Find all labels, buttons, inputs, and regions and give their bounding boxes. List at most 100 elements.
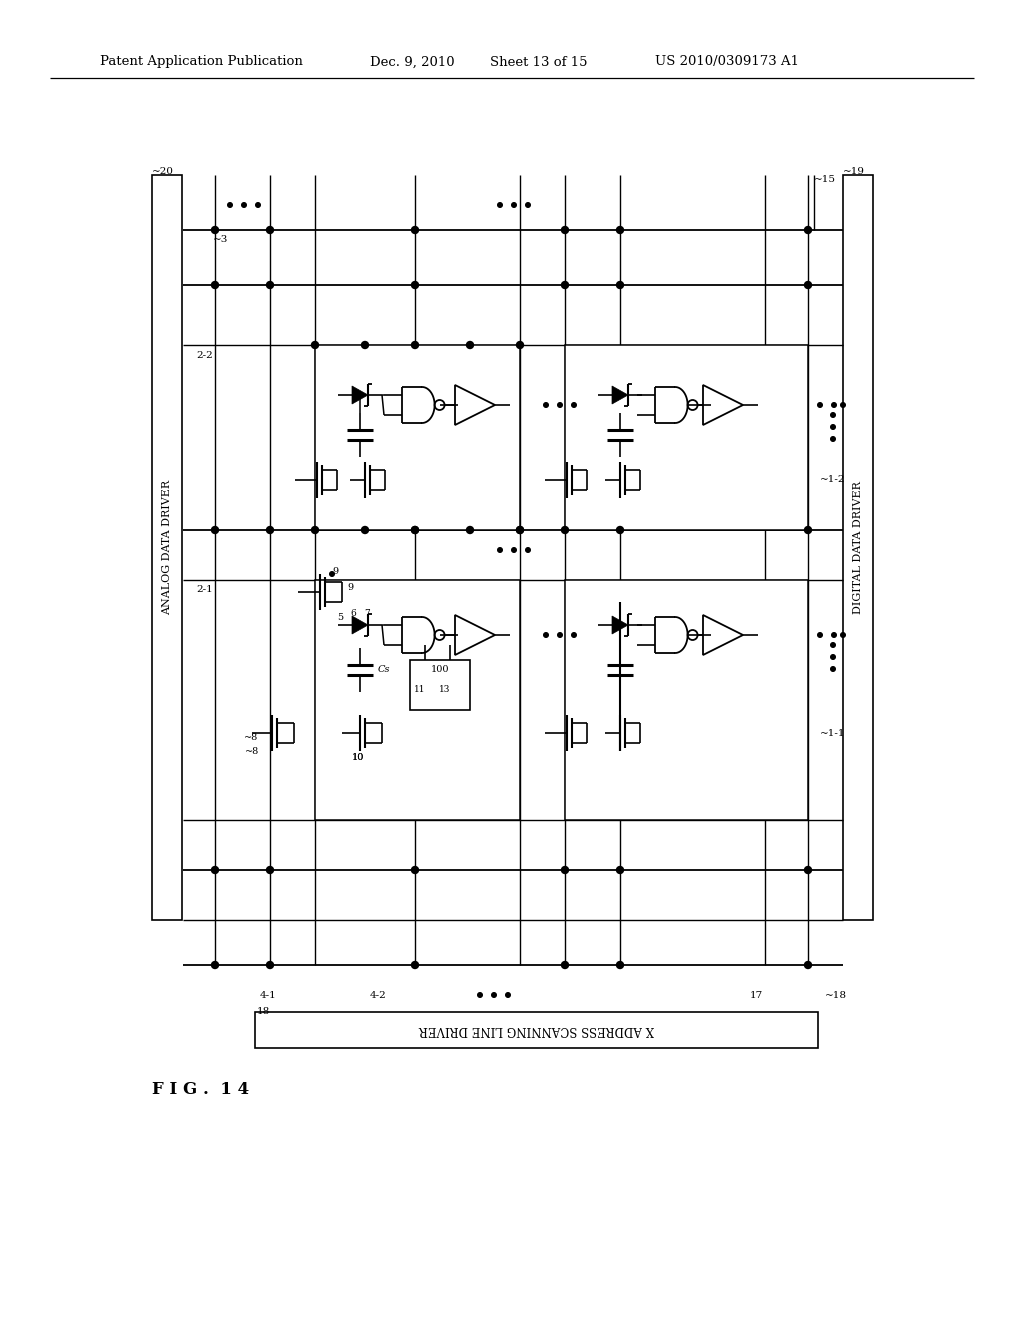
Circle shape [571,403,577,408]
Text: 2-1: 2-1 [196,586,213,594]
Circle shape [506,993,510,998]
Text: 7: 7 [365,609,370,618]
Circle shape [516,527,523,533]
Circle shape [311,527,318,533]
Circle shape [266,961,273,969]
Circle shape [478,993,482,998]
Circle shape [818,403,822,408]
Circle shape [544,403,548,408]
Circle shape [841,403,845,408]
Text: Cs: Cs [378,665,390,675]
Circle shape [805,961,811,969]
Text: ANALOG DATA DRIVER: ANALOG DATA DRIVER [162,480,172,615]
Circle shape [830,667,836,672]
Circle shape [830,413,836,417]
Circle shape [412,527,419,533]
Polygon shape [612,616,628,634]
Text: 11: 11 [415,685,426,694]
Bar [315,579,520,820]
Polygon shape [352,616,368,634]
Circle shape [311,342,318,348]
Circle shape [818,632,822,638]
Circle shape [805,866,811,874]
Bar [315,345,520,531]
Circle shape [361,527,369,533]
Circle shape [616,227,624,234]
Bar [255,1012,818,1048]
Circle shape [616,527,624,533]
Bar [843,176,873,920]
Bar [565,345,808,531]
Text: X ADDRESS SCANNING LINE DRIVER: X ADDRESS SCANNING LINE DRIVER [419,1023,654,1036]
Circle shape [830,655,836,659]
Circle shape [831,403,837,408]
Circle shape [805,227,811,234]
Text: 2-2: 2-2 [196,351,213,359]
Circle shape [256,203,260,207]
Circle shape [412,281,419,289]
Circle shape [516,342,523,348]
Circle shape [467,342,473,348]
Text: Dec. 9, 2010: Dec. 9, 2010 [370,55,455,69]
Text: 4-1: 4-1 [260,990,276,999]
Circle shape [805,527,811,533]
Text: 5: 5 [337,612,343,622]
Circle shape [412,227,419,234]
Circle shape [616,281,624,289]
Circle shape [616,961,624,969]
Text: ~20: ~20 [152,168,174,177]
Text: DIGITAL DATA DRIVER: DIGITAL DATA DRIVER [853,480,863,614]
Polygon shape [612,385,628,404]
Text: F I G .  1 4: F I G . 1 4 [152,1081,249,1098]
Text: 10: 10 [352,754,365,763]
Text: 17: 17 [750,990,763,999]
Text: ~8: ~8 [245,747,259,755]
Polygon shape [352,385,368,404]
Text: 18: 18 [257,1007,270,1016]
Text: ~18: ~18 [825,990,847,999]
Text: 10: 10 [352,754,365,763]
Text: Patent Application Publication: Patent Application Publication [100,55,303,69]
Circle shape [831,632,837,638]
Circle shape [498,203,503,207]
Circle shape [266,281,273,289]
Circle shape [212,227,218,234]
Circle shape [412,866,419,874]
Text: ~19: ~19 [843,168,865,177]
Bar [152,176,182,920]
Text: 9: 9 [347,582,353,591]
Circle shape [561,281,568,289]
Circle shape [561,527,568,533]
Circle shape [558,632,562,638]
Circle shape [242,203,247,207]
Bar [410,660,470,710]
Circle shape [412,961,419,969]
Circle shape [841,632,845,638]
Circle shape [561,961,568,969]
Circle shape [412,527,419,533]
Circle shape [525,548,530,552]
Circle shape [266,227,273,234]
Text: ~8: ~8 [244,734,258,742]
Text: ~1-2: ~1-2 [820,475,846,484]
Text: 9: 9 [332,568,338,577]
Circle shape [561,866,568,874]
Text: ~15: ~15 [814,176,836,185]
Circle shape [516,527,523,533]
Text: 4-2: 4-2 [370,990,387,999]
Circle shape [805,281,811,289]
Circle shape [212,866,218,874]
Circle shape [492,993,497,998]
Circle shape [830,643,836,647]
Text: US 2010/0309173 A1: US 2010/0309173 A1 [655,55,799,69]
Circle shape [616,866,624,874]
Circle shape [412,342,419,348]
Circle shape [266,527,273,533]
Circle shape [212,961,218,969]
Circle shape [561,227,568,234]
Circle shape [512,548,516,552]
Circle shape [212,281,218,289]
Circle shape [558,403,562,408]
Circle shape [361,342,369,348]
Circle shape [525,203,530,207]
